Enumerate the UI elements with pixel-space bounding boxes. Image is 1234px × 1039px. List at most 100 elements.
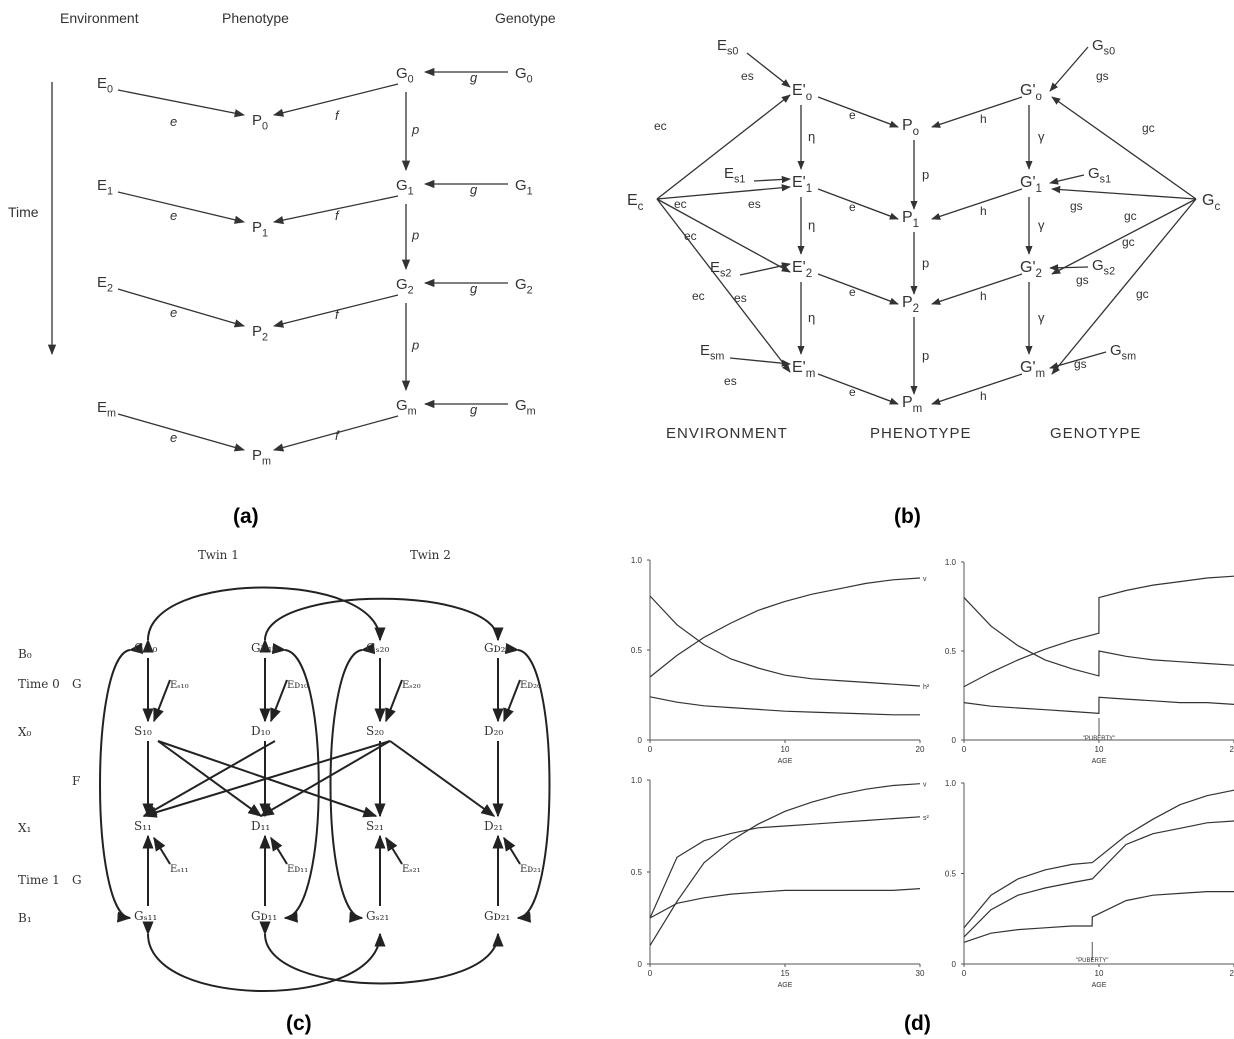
coef-gc-3: gc	[1136, 287, 1149, 301]
node-Pm: Pm	[252, 447, 271, 468]
arrow-gc-0	[1051, 96, 1197, 200]
panel-b-label: (b)	[894, 505, 921, 528]
node-Gm: Gm	[515, 397, 536, 418]
chart-1-xticklabel-1: 10	[1095, 745, 1104, 754]
arrow-cross-2	[142, 740, 276, 817]
coef-es-0: es	[741, 69, 754, 83]
node-Po: Po	[902, 117, 919, 138]
loop-2	[271, 642, 320, 923]
chart-2-xticklabel-1: 15	[781, 969, 790, 978]
arrow-h-0	[931, 96, 1023, 128]
chart-0: 0 0.5 1.0 0 10 20 AGE v h²	[631, 556, 930, 765]
header-phenotype-b: PHENOTYPE	[870, 425, 972, 442]
chart-1-xticklabel-2: 20	[1230, 745, 1234, 754]
arrow-e-0	[817, 96, 899, 128]
node-P0: P0	[252, 112, 268, 133]
chart-0-series-2	[649, 696, 920, 716]
coef-g-1: g	[470, 182, 478, 197]
arrow-f-3	[272, 415, 399, 452]
chart-3-series-2	[963, 891, 1234, 943]
coef-p-0: p	[411, 122, 419, 137]
coef-ec-3: ec	[692, 289, 705, 303]
node-G0-1: Gᴅ₁₀	[251, 641, 277, 655]
chart-2-xticklabel-2: 30	[916, 969, 925, 978]
node-Gsm: Gsm	[1110, 342, 1136, 363]
arrow-e-1	[117, 191, 246, 224]
coef-es-3: es	[724, 374, 737, 388]
node-X1-0: S₁₁	[134, 819, 152, 833]
node-Gprime2: G'2	[1020, 259, 1042, 280]
chart-0-series-0	[649, 577, 921, 678]
arrow-es-0	[746, 52, 791, 88]
coef-f-2: f	[335, 307, 340, 322]
header-environment-b: ENVIRONMENT	[666, 425, 788, 442]
coef-e-1: e	[170, 208, 177, 223]
chart-3-puberty-label: "PUBERTY"	[1076, 958, 1109, 964]
coef-g-2: g	[470, 281, 478, 296]
node-Gs1: Gs1	[1088, 165, 1111, 186]
arrow-e-0	[117, 89, 246, 118]
node-G0-0: Gₛ₁₀	[134, 641, 157, 655]
chart-1-xlabel: AGE	[1092, 758, 1107, 765]
chart-3: 0 0.5 1.0 0 10 20 AGE "PUBERTY"	[945, 779, 1234, 989]
coef-eta-0: η	[808, 129, 815, 144]
node-Gs0: Gs0	[1092, 37, 1115, 58]
arrow-gc-2	[1051, 198, 1197, 275]
node-Esm: Esm	[700, 342, 724, 363]
chart-1-series-1	[963, 597, 1234, 677]
node-E0-3: Eᴅ₂₀	[520, 680, 541, 691]
arrow-gs-0	[1049, 46, 1089, 92]
node-G1: G1	[515, 177, 533, 198]
node-Gc: Gc	[1202, 192, 1220, 213]
node-E0: E0	[97, 75, 113, 96]
row-label-7: G	[72, 873, 82, 887]
header-genotype-b: GENOTYPE	[1050, 425, 1141, 442]
row-label-3: X₀	[18, 725, 32, 739]
chart-2-series-2	[649, 888, 921, 919]
coef-ec-2: ec	[684, 229, 697, 243]
coef-p-2: p	[922, 348, 929, 363]
arrow-e1-x1-1	[270, 836, 288, 865]
node-X1-2: S₂₁	[366, 819, 384, 833]
chart-0-series-1	[649, 595, 921, 687]
arrow-cross-4	[389, 740, 496, 817]
row-label-0: B₀	[18, 647, 32, 661]
coef-h-2: h	[980, 289, 987, 303]
arrow-e-3	[817, 373, 899, 405]
coef-gs-2: gs	[1076, 273, 1089, 287]
row-label-8: B₁	[18, 911, 32, 925]
chart-3-xlabel: AGE	[1092, 982, 1107, 989]
coef-es-2: es	[734, 291, 747, 305]
chart-3-yticklabel-0: 0	[952, 960, 957, 969]
row-label-1: Time 0	[18, 677, 60, 691]
coef-es-1: es	[748, 197, 761, 211]
coef-f-3: f	[335, 428, 340, 443]
node-G0: G0	[515, 65, 533, 86]
chart-0-series-label-1: h²	[923, 684, 930, 691]
node-Gprime1: G'1	[1020, 174, 1042, 195]
chart-1-puberty-label: "PUBERTY"	[1083, 736, 1116, 742]
node-Eprime2: E'2	[792, 259, 812, 280]
coef-gamma-1: γ	[1038, 218, 1045, 233]
chart-0-xticklabel-1: 10	[781, 745, 790, 754]
arrow-gc-1	[1051, 185, 1197, 200]
node-P1: P1	[902, 209, 919, 230]
coef-eta-1: η	[808, 218, 815, 233]
coef-p-1: p	[411, 228, 419, 243]
arrow-es-1	[753, 175, 791, 184]
coef-h-0: h	[980, 112, 987, 126]
node-X1-1: D₁₁	[251, 819, 270, 833]
arrow-e0-x0-1	[270, 679, 288, 723]
node-Em: Em	[97, 399, 116, 420]
time-label: Time	[8, 204, 39, 220]
chart-3-xticklabel-1: 10	[1095, 969, 1104, 978]
node-P2: P2	[902, 294, 919, 315]
arc-bot-1	[142, 921, 386, 992]
chart-2-series-1	[649, 816, 921, 919]
panel-a-diagram: Environment Phenotype Genotype Time E0 P0…	[8, 10, 556, 528]
coef-e-0: e	[849, 108, 856, 122]
node-Gprimeo: G'o	[1020, 82, 1042, 103]
arrow-ec-1	[656, 184, 791, 200]
arrow-f-1	[272, 195, 399, 225]
header-genotype: Genotype	[495, 10, 556, 26]
